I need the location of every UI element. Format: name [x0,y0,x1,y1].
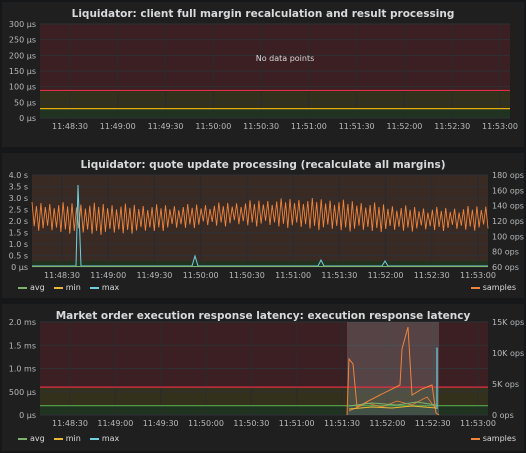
threshold-critical-region [40,24,510,91]
panel-quote-update[interactable]: 4.0 s 3.5 s 3.0 s 2.5 s 2.0 s 1.5 s 1.0 s 0.5 s… [2,153,524,298]
legend-item-avg[interactable]: avg [18,283,45,292]
x-tick-label: 11:50:30 [243,122,279,131]
x-tick-label: 11:50:00 [195,122,231,131]
y2-tick-label: 140 ops [492,202,524,211]
y-tick-label: 0 µs [11,263,28,272]
x-tick-label: 11:49:30 [136,271,172,280]
avg-series-line [348,401,437,407]
panel-title[interactable]: Liquidator: client full margin recalcula… [71,8,455,20]
y-tick-label: 2.5 s [9,206,28,215]
x-tick-label: 11:50:00 [188,419,224,428]
legend-item-samples[interactable]: samples [470,434,516,443]
y-tick-label: 1.5 ms [9,341,36,350]
y-tick-label: 2.0 ms [9,318,36,327]
x-tick-label: 11:51:00 [279,419,315,428]
x-tick-label: 11:48:30 [52,419,88,428]
x-tick-label: 11:53:00 [482,122,518,131]
legend-item-min[interactable]: min [53,283,81,292]
y-tick-label: 100 µs [9,83,36,92]
legend-item-samples[interactable]: samples [470,283,516,292]
x-tick-label: 11:52:30 [414,271,450,280]
panel-margin-recalculation-graph: 300 µs 250 µs 200 µs 150 µs 100 µs 50 µs 0 µs 1… [9,20,518,131]
y-tick-label: 1.0 ms [9,365,36,374]
x-tick-label: 11:52:00 [369,419,405,428]
x-tick-label: 11:53:00 [460,271,496,280]
y2-tick-label: 10K ops [492,349,524,358]
x-tick-label: 11:49:00 [97,419,133,428]
y-tick-label: 3.5 s [9,183,28,192]
y2-tick-label: 0 ops [492,411,514,420]
legend-item-max[interactable]: max [89,434,119,443]
x-tick-label: 11:51:00 [291,122,327,131]
y-tick-label: 500 µs [9,388,36,397]
y-tick-label: 300 µs [9,20,36,29]
panel-execution-latency[interactable]: 2.0 ms 1.5 ms 1.0 ms 500 µs 0 µs 15K ops 10K o… [2,304,524,451]
threshold-ok-region [32,261,488,267]
y2-tick-label: 100 ops [492,232,524,241]
y-tick-label: 250 µs [9,36,36,45]
x-tick-label: 11:48:30 [52,122,88,131]
x-tick-label: 11:50:00 [183,271,219,280]
threshold-warning-region [40,90,510,109]
y-tick-label: 0 µs [19,411,36,420]
legend: avg min max [18,283,119,292]
legend-item-avg[interactable]: avg [18,434,45,443]
y2-tick-label: 5K ops [492,380,519,389]
y2-tick-label: 160 ops [492,186,524,195]
x-tick-label: 11:50:30 [233,419,269,428]
min-series-line [348,405,437,410]
y-tick-label: 150 µs [9,67,36,76]
y-tick-label: 50 µs [14,98,36,107]
x-tick-label: 11:49:30 [148,122,184,131]
y-tick-label: 2.0 s [9,217,28,226]
x-tick-label: 11:52:30 [434,122,470,131]
y-tick-label: 3.0 s [9,194,28,203]
x-tick-label: 11:52:00 [386,122,422,131]
samples-series-line [31,197,489,235]
threshold-ok-region [40,405,488,415]
y2-tick-label: 15K ops [492,318,524,327]
legend: avg min max [18,434,119,443]
x-tick-label: 11:49:30 [143,419,179,428]
x-tick-label: 11:48:30 [44,271,80,280]
time-range-selection [347,322,439,415]
y-tick-label: 200 µs [9,51,36,60]
x-tick-label: 11:50:30 [229,271,265,280]
no-data-label: No data points [256,54,315,63]
y-tick-label: 0 µs [19,114,36,123]
y-tick-label: 0.5 s [9,252,28,261]
threshold-ok-region [40,108,510,118]
x-tick-label: 11:51:30 [321,271,357,280]
panel-title[interactable]: Liquidator: quote update processing (rec… [80,159,446,171]
x-tick-label: 11:53:00 [460,419,496,428]
panel-title[interactable]: Market order execution response latency:… [55,310,471,322]
x-tick-label: 11:51:30 [339,122,375,131]
panel-execution-latency-graph: 2.0 ms 1.5 ms 1.0 ms 500 µs 0 µs 15K ops 10K o… [9,318,524,428]
x-tick-label: 11:49:00 [100,122,136,131]
samples-series-line-secondary [348,396,437,412]
x-tick-label: 11:51:30 [324,419,360,428]
y-tick-label: 4.0 s [9,171,28,180]
y2-tick-label: 180 ops [492,171,524,180]
x-tick-label: 11:52:30 [415,419,451,428]
y2-tick-label: 60 ops [492,263,519,272]
threshold-critical-region [40,322,488,388]
y-tick-label: 1.5 s [9,229,28,238]
legend-item-max[interactable]: max [89,283,119,292]
y-tick-label: 1.0 s [9,240,28,249]
samples-series-line [346,326,440,416]
panel-quote-update-graph: 4.0 s 3.5 s 3.0 s 2.5 s 2.0 s 1.5 s 1.0 s 0.5 s… [9,171,524,280]
panel-margin-recalculation[interactable]: 300 µs 250 µs 200 µs 150 µs 100 µs 50 µs 0 µs 1… [2,2,524,147]
legend-item-min[interactable]: min [53,434,81,443]
x-tick-label: 11:49:00 [90,271,126,280]
x-tick-label: 11:51:00 [275,271,311,280]
x-tick-label: 11:52:00 [368,271,404,280]
y2-tick-label: 120 ops [492,217,524,226]
y2-tick-label: 80 ops [492,248,519,257]
